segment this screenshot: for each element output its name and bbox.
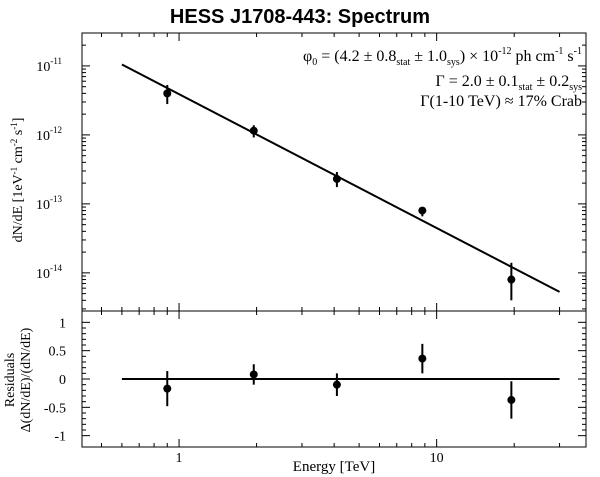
ylabel-part-d: ] — [11, 118, 26, 123]
residual-data-point — [332, 380, 341, 389]
y-tick-base: 10 — [36, 60, 50, 75]
spectrum-data-point — [332, 174, 341, 183]
spectrum-data-point — [418, 206, 427, 215]
y-tick-exp: -11 — [50, 56, 62, 66]
y-tick-label: 10-11 — [36, 56, 62, 75]
y-tick-base: 10 — [36, 267, 50, 282]
x-axis-ticks: 1 10 — [101, 33, 561, 466]
phi-body: = (4.2 ± 0.8 — [317, 48, 396, 65]
ylabel-part-a: dN/dE [1eV — [11, 174, 26, 242]
chart-title: HESS J1708-443: Spectrum — [170, 6, 430, 28]
res-y-tick-label: 0.5 — [49, 345, 67, 360]
phi-unit-exp2: -1 — [574, 46, 582, 57]
phi-symbol: φ — [303, 48, 312, 65]
residuals-y-ticks: -1 -0.5 0 0.5 1 — [44, 316, 586, 445]
phi-stat: stat — [396, 57, 410, 68]
residual-data-point — [507, 395, 516, 404]
x-axis-label: Energy [TeV] — [293, 459, 375, 475]
phi-unit-exp1: -1 — [555, 46, 563, 57]
phi-sub: 0 — [312, 57, 317, 68]
residuals-data-marks — [121, 343, 560, 419]
phi-exp: -12 — [498, 46, 511, 57]
spectrum-data-point — [507, 275, 516, 284]
phi-unit2: s — [563, 48, 573, 65]
phi-mid: ± 1.0 — [410, 48, 447, 65]
residual-data-point — [163, 384, 172, 393]
res-y-tick-label: -1 — [54, 430, 66, 445]
y-tick-exp: -13 — [50, 194, 62, 204]
spectrum-data-point — [163, 89, 172, 98]
gamma-sys: sys — [569, 82, 582, 93]
annotation-crab: Γ(1-10 TeV) ≈ 17% Crab — [420, 93, 582, 110]
residuals-y-label-2: Δ(dN/dE)/(dN/dE) — [19, 327, 34, 432]
y-tick-label: 10-14 — [36, 263, 62, 282]
res-y-tick-label: 0 — [59, 373, 66, 388]
gamma-stat: stat — [519, 82, 533, 93]
annotation-phi: φ0 = (4.2 ± 0.8stat ± 1.0sys) × 10-12 ph… — [303, 46, 582, 68]
ylabel-exp2: -2 — [9, 139, 19, 147]
gamma-body: Γ = 2.0 ± 0.1 — [435, 73, 518, 90]
spectrum-data-marks — [121, 63, 561, 301]
y-tick-label: 10-13 — [36, 194, 62, 213]
y-tick-label: 10-12 — [36, 125, 62, 144]
res-y-tick-label: -0.5 — [44, 401, 66, 416]
res-y-tick-label: 1 — [59, 316, 66, 331]
y-tick-exp: -12 — [50, 125, 62, 135]
spectrum-data-point — [249, 126, 258, 135]
annotation-gamma: Γ = 2.0 ± 0.1stat ± 0.2sys — [435, 73, 582, 93]
ylabel-exp3: -1 — [9, 122, 19, 130]
phi-sys: sys — [447, 57, 460, 68]
ylabel-part-b: cm — [11, 146, 26, 167]
x-tick-label: 10 — [430, 451, 444, 466]
phi-end: ) × 10 — [460, 48, 498, 65]
ylabel-part-c: s — [11, 130, 26, 139]
y-tick-exp: -14 — [50, 263, 62, 273]
ylabel-exp1: -1 — [9, 167, 19, 175]
spectrum-y-label: dN/dE [1eV-1 cm-2 s-1] — [9, 118, 26, 243]
y-tick-base: 10 — [36, 129, 50, 144]
residual-data-point — [249, 370, 258, 379]
gamma-mid: ± 0.2 — [532, 73, 569, 90]
residuals-y-label: Residuals — [3, 353, 18, 407]
residual-data-point — [418, 354, 427, 363]
y-tick-base: 10 — [36, 198, 50, 213]
x-tick-label: 1 — [176, 451, 183, 466]
phi-unit: ph cm — [512, 48, 556, 65]
